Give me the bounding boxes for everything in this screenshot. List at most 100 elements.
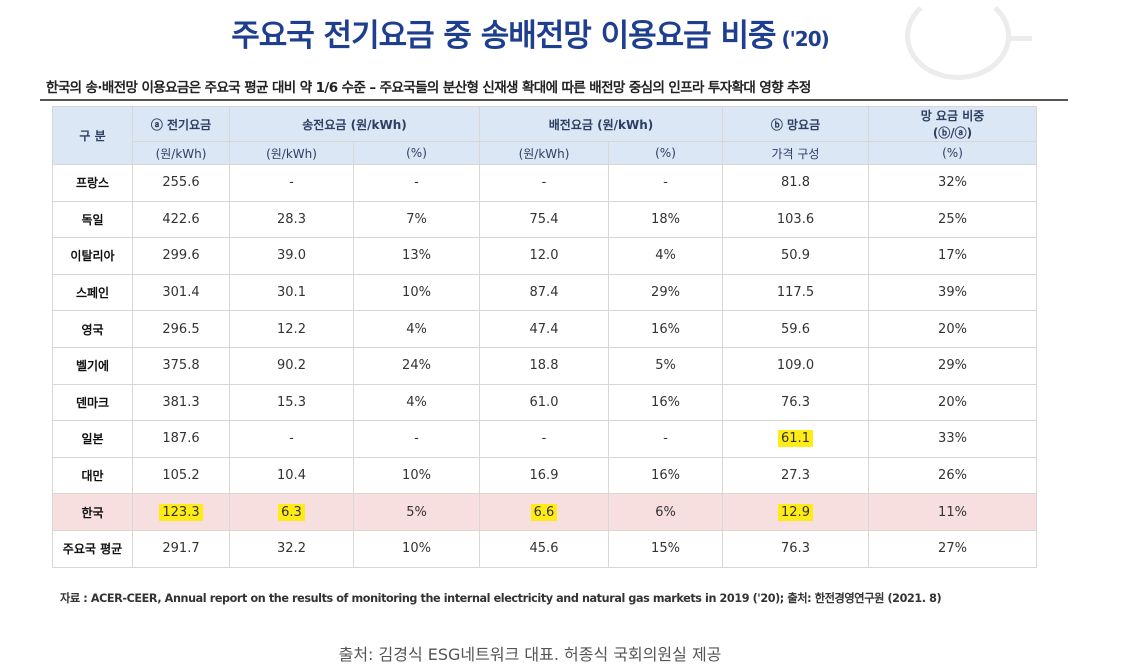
- cell-tx-pct: 4%: [353, 383, 480, 422]
- cell-tx-pct: 5%: [353, 493, 480, 531]
- cell-share: 20%: [868, 310, 1037, 348]
- cell-grid: 59.6: [722, 310, 869, 348]
- cell-name: 벨기에: [52, 346, 133, 385]
- subtitle: 한국의 송·배전망 이용요금은 주요국 평균 대비 약 1/6 수준 – 주요국…: [46, 80, 811, 96]
- cell-dx-pct: 5%: [608, 346, 723, 385]
- cell-share: 20%: [868, 383, 1037, 422]
- cell-dx: 75.4: [479, 200, 609, 239]
- header-divider: [40, 99, 1068, 101]
- table-row: 벨기에 375.8 90.2 24% 18.8 5% 109.0 29%: [52, 346, 1037, 385]
- cell-name: 덴마크: [52, 383, 133, 422]
- cell-tx: 32.2: [229, 529, 354, 568]
- highlighted-value: 6.3: [278, 503, 305, 521]
- cell-dx-pct: 15%: [608, 529, 723, 568]
- cell-price: 291.7: [132, 529, 230, 568]
- highlighted-value: 61.1: [778, 430, 813, 448]
- cell-dx-pct: 16%: [608, 456, 723, 495]
- decorative-circle: [905, 0, 1011, 80]
- header-grid-fee: ⓑ 망요금: [722, 106, 869, 142]
- cell-dx: -: [479, 164, 609, 202]
- cell-name: 이탈리아: [52, 237, 133, 275]
- cell-tx: 12.2: [229, 310, 354, 348]
- title-year: ('20): [781, 27, 830, 51]
- title-main: 주요국 전기요금 중 송배전망 이용요금 비중: [231, 18, 776, 54]
- highlighted-value: 6.6: [530, 503, 558, 521]
- cell-name: 대만: [52, 456, 133, 495]
- cell-dx-pct: 6%: [608, 493, 723, 531]
- cell-name: 주요국 평균: [52, 529, 133, 568]
- header-price-unit: (원/kWh): [132, 141, 230, 165]
- cell-price: 299.6: [132, 237, 230, 275]
- table-row: 한국 123.3 6.3 5% 6.6 6% 12.9 11%: [52, 493, 1037, 531]
- cell-dx: 61.0: [479, 383, 609, 422]
- highlighted-value: 12.9: [778, 503, 813, 521]
- cell-name: 영국: [52, 310, 133, 348]
- cell-price: 255.6: [132, 164, 230, 202]
- header-distribution: 배전요금 (원/kWh): [479, 106, 723, 142]
- cell-dx-pct: 29%: [608, 273, 723, 312]
- header-grid-share: 망 요금 비중 (ⓑ/ⓐ): [868, 106, 1037, 142]
- cell-dx: 6.6: [479, 493, 609, 531]
- cell-share: 29%: [868, 346, 1037, 385]
- table-body: 프랑스 255.6- - - -81.8 32% 독일 422.6 28.3 7% 75.4 18% 1…: [52, 164, 1037, 568]
- cell-name: 한국: [52, 493, 133, 531]
- grid-fee-table: 구 분 ⓐ 전기요금 송전요금 (원/kWh) 배전요금 (원/kWh) ⓑ 망…: [52, 106, 1037, 568]
- cell-tx: 15.3: [229, 383, 354, 422]
- cell-dx-pct: 4%: [608, 237, 723, 275]
- cell-grid: 27.3: [722, 456, 869, 495]
- cell-share: 17%: [868, 237, 1037, 275]
- cell-dx: -: [479, 420, 609, 458]
- cell-price: 381.3: [132, 383, 230, 422]
- cell-grid: 81.8: [722, 164, 869, 202]
- cell-price: 123.3: [132, 493, 230, 531]
- page-title: 주요국 전기요금 중 송배전망 이용요금 비중 ('20): [0, 10, 1060, 55]
- header-grid-fee-sub: 가격 구성: [722, 141, 869, 165]
- cell-grid: 76.3: [722, 383, 869, 422]
- cell-share: 32%: [868, 164, 1037, 202]
- cell-grid: 50.9: [722, 237, 869, 275]
- image-caption: 출처: 김경식 ESG네트워크 대표. 허종식 국회의원실 제공: [338, 645, 722, 664]
- cell-dx-pct: -: [608, 420, 723, 458]
- table-row: 주요국 평균 291.7 32.2 10% 45.6 15% 76.3 27%: [52, 529, 1037, 568]
- table-row: 대만 105.2 10.4 10% 16.9 16% 27.3 26%: [52, 456, 1037, 495]
- cell-price: 301.4: [132, 273, 230, 312]
- cell-share: 26%: [868, 456, 1037, 495]
- cell-price: 375.8: [132, 346, 230, 385]
- table-row: 덴마크 381.3 15.3 4% 61.0 16% 76.3 20%: [52, 383, 1037, 422]
- cell-name: 스페인: [52, 273, 133, 312]
- cell-grid: 12.9: [722, 493, 869, 531]
- cell-tx: 6.3: [229, 493, 354, 531]
- table-row: 스페인 301.4 30.1 10% 87.4 29% 117.5 39%: [52, 273, 1037, 312]
- cell-tx-pct: -: [353, 420, 480, 458]
- cell-dx-pct: -: [608, 164, 723, 202]
- cell-dx-pct: 16%: [608, 383, 723, 422]
- cell-price: 296.5: [132, 310, 230, 348]
- cell-grid: 109.0: [722, 346, 869, 385]
- cell-tx: -: [229, 420, 354, 458]
- cell-share: 11%: [868, 493, 1037, 531]
- header-transmission-pct: (%): [353, 141, 480, 165]
- cell-dx: 87.4: [479, 273, 609, 312]
- table-row: 영국 296.5 12.2 4% 47.4 16% 59.6 20%: [52, 310, 1037, 348]
- header-transmission: 송전요금 (원/kWh): [229, 106, 480, 142]
- cell-tx-pct: 13%: [353, 237, 480, 275]
- cell-dx: 47.4: [479, 310, 609, 348]
- cell-name: 독일: [52, 200, 133, 239]
- header-grid-share-title: 망 요금 비중: [920, 109, 985, 123]
- cell-tx-pct: 7%: [353, 200, 480, 239]
- header-transmission-unit: (원/kWh): [229, 141, 354, 165]
- cell-grid: 61.1: [722, 420, 869, 458]
- cell-dx-pct: 18%: [608, 200, 723, 239]
- source-footnote: 자료 : ACER-CEER, Annual report on the res…: [60, 592, 942, 605]
- cell-grid: 117.5: [722, 273, 869, 312]
- table-row: 독일 422.6 28.3 7% 75.4 18% 103.6 25%: [52, 200, 1037, 239]
- cell-share: 39%: [868, 273, 1037, 312]
- cell-dx-pct: 16%: [608, 310, 723, 348]
- table-row: 일본 187.6- - - -61.1 33%: [52, 420, 1037, 458]
- header-distribution-unit: (원/kWh): [479, 141, 609, 165]
- cell-tx-pct: 10%: [353, 273, 480, 312]
- cell-price: 422.6: [132, 200, 230, 239]
- highlighted-value: 123.3: [159, 503, 203, 521]
- cell-grid: 76.3: [722, 529, 869, 568]
- header-category: 구 분: [52, 106, 133, 165]
